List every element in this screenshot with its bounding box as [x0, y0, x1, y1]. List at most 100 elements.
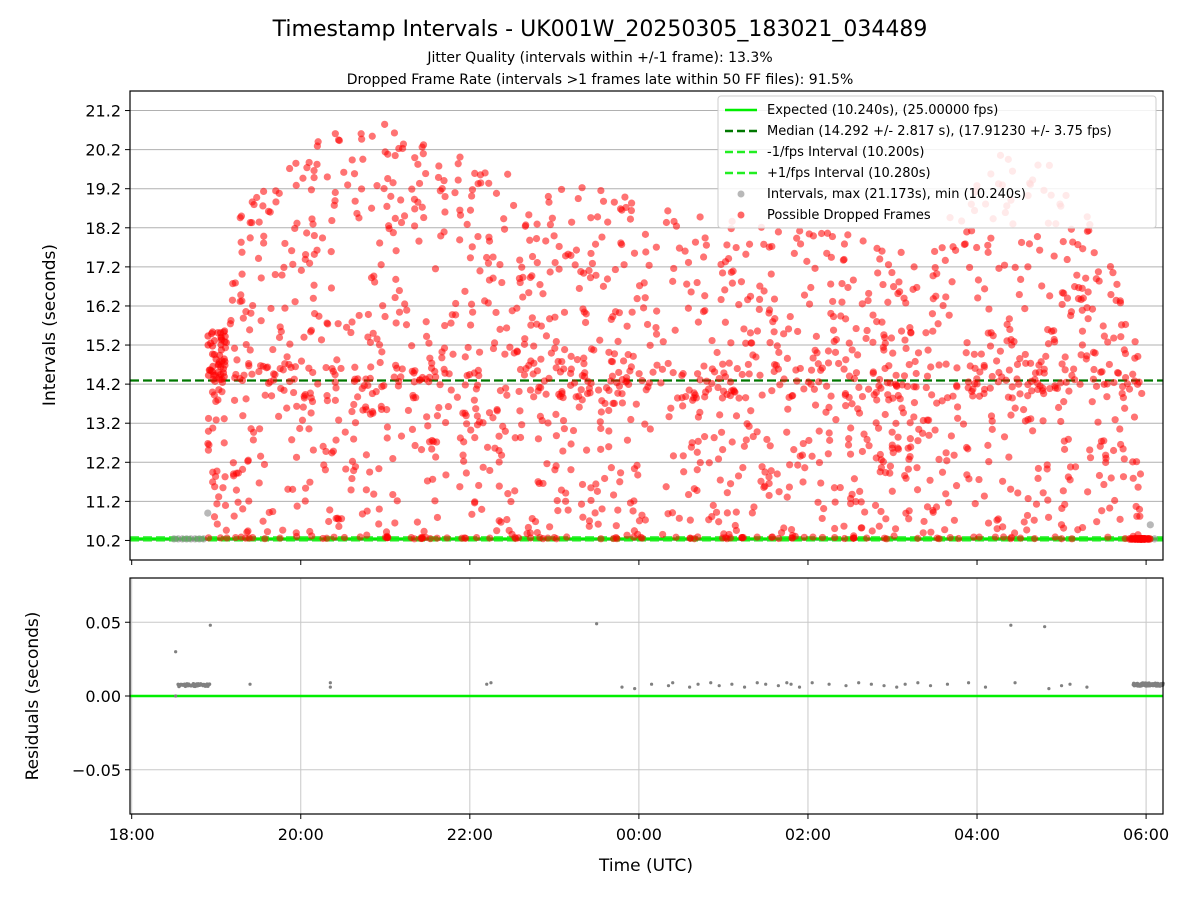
dropped-frame-point	[910, 383, 918, 391]
dropped-frame-point	[1086, 446, 1094, 454]
dropped-frame-point	[1057, 535, 1066, 543]
dropped-frame-point	[974, 294, 982, 302]
dropped-frame-point	[888, 487, 896, 495]
dropped-frame-point	[562, 497, 570, 505]
dropped-frame-point	[471, 169, 479, 177]
dropped-frame-point	[919, 529, 927, 537]
dropped-frame-point	[894, 445, 903, 453]
dropped-frame-point	[938, 397, 946, 405]
dropped-frame-point	[849, 276, 857, 284]
dropped-frame-point	[939, 301, 947, 310]
dropped-frame-point	[246, 218, 254, 227]
dropped-frame-point	[419, 150, 427, 158]
dropped-frame-point	[910, 399, 919, 407]
dropped-frame-point	[817, 229, 826, 238]
dropped-frame-point	[516, 365, 525, 374]
dropped-frame-point	[923, 503, 932, 511]
dropped-frame-point	[700, 362, 708, 370]
dropped-frame-point	[468, 186, 477, 194]
dropped-frame-point	[408, 425, 417, 433]
dropped-frame-point	[863, 534, 871, 542]
dropped-frame-point	[216, 329, 225, 337]
dropped-frame-point	[869, 311, 877, 319]
dropped-frame-point	[593, 213, 602, 221]
dropped-frame-point	[869, 368, 877, 376]
dropped-frame-point	[733, 364, 741, 373]
dropped-frame-point	[1117, 321, 1126, 329]
dropped-frame-point	[466, 321, 475, 329]
dropped-frame-point	[1002, 376, 1010, 384]
dropped-frame-point	[579, 513, 587, 521]
dropped-frame-point	[696, 458, 704, 467]
dropped-frame-point	[378, 405, 386, 414]
dropped-frame-point	[301, 255, 309, 263]
dropped-frame-point	[475, 481, 483, 490]
dropped-frame-point	[260, 460, 269, 469]
dropped-frame-point	[306, 389, 314, 397]
dropped-frame-point	[425, 378, 433, 386]
dropped-frame-point	[708, 336, 716, 345]
dropped-frame-point	[229, 280, 237, 288]
dropped-frame-point	[204, 414, 213, 423]
dropped-frame-point	[432, 453, 440, 461]
dropped-frame-point	[597, 424, 605, 433]
dropped-frame-point	[587, 379, 595, 387]
dropped-frame-point	[518, 263, 526, 271]
legend-entry-dropped: Possible Dropped Frames	[767, 208, 931, 223]
dropped-frame-point	[810, 385, 818, 393]
dropped-frame-point	[489, 414, 497, 422]
dropped-frame-point	[1088, 305, 1097, 313]
dropped-frame-point	[1059, 524, 1068, 532]
dropped-frame-point	[1078, 523, 1087, 532]
dropped-frame-point	[440, 344, 449, 352]
dropped-frame-point	[402, 321, 411, 329]
dropped-frame-point	[708, 365, 716, 373]
dropped-frame-point	[690, 485, 698, 493]
dropped-frame-point	[712, 508, 721, 516]
dropped-frame-point	[760, 240, 768, 248]
dropped-frame-point	[1027, 377, 1036, 385]
dropped-frame-point	[832, 416, 840, 424]
dropped-frame-point	[426, 354, 434, 362]
dropped-frame-point	[973, 243, 981, 252]
dropped-frame-point	[899, 409, 908, 417]
dropped-frame-point	[680, 468, 688, 476]
dropped-frame-point	[890, 532, 898, 540]
dropped-frame-point	[642, 248, 650, 256]
dropped-frame-point	[310, 167, 318, 175]
dropped-frame-point	[385, 222, 393, 230]
dropped-frame-point	[1058, 289, 1066, 297]
dropped-frame-point	[1119, 473, 1128, 481]
dropped-frame-point	[1074, 241, 1082, 249]
dropped-frame-point	[246, 326, 254, 334]
dropped-frame-point	[362, 406, 370, 414]
dropped-frame-point	[545, 198, 553, 206]
dropped-frame-point	[1110, 378, 1118, 387]
residual-point	[620, 685, 624, 689]
dropped-frame-point	[757, 477, 765, 485]
dropped-frame-point	[257, 317, 265, 325]
dropped-frame-point	[408, 185, 416, 193]
dropped-frame-point	[904, 444, 912, 452]
dropped-frame-point	[516, 256, 524, 264]
dropped-frame-point	[847, 424, 855, 432]
dropped-frame-point	[672, 533, 680, 541]
dropped-frame-point	[1113, 369, 1122, 377]
dropped-frame-point	[238, 270, 246, 278]
dropped-frame-point	[534, 435, 543, 443]
residual-point	[1013, 681, 1017, 685]
dropped-frame-point	[713, 348, 721, 357]
dropped-frame-point	[283, 404, 291, 412]
dropped-frame-point	[690, 535, 698, 543]
dropped-frame-point	[690, 389, 698, 397]
dropped-frame-point	[281, 304, 289, 312]
dropped-frame-point	[471, 499, 479, 507]
dropped-frame-point	[1094, 418, 1102, 426]
dropped-frame-point	[436, 381, 444, 389]
dropped-frame-point	[255, 218, 263, 226]
residual-point	[666, 684, 671, 688]
dropped-frame-point	[503, 324, 511, 332]
dropped-frame-point	[366, 338, 375, 347]
dropped-frame-point	[662, 218, 671, 227]
dropped-frame-point	[863, 326, 871, 335]
